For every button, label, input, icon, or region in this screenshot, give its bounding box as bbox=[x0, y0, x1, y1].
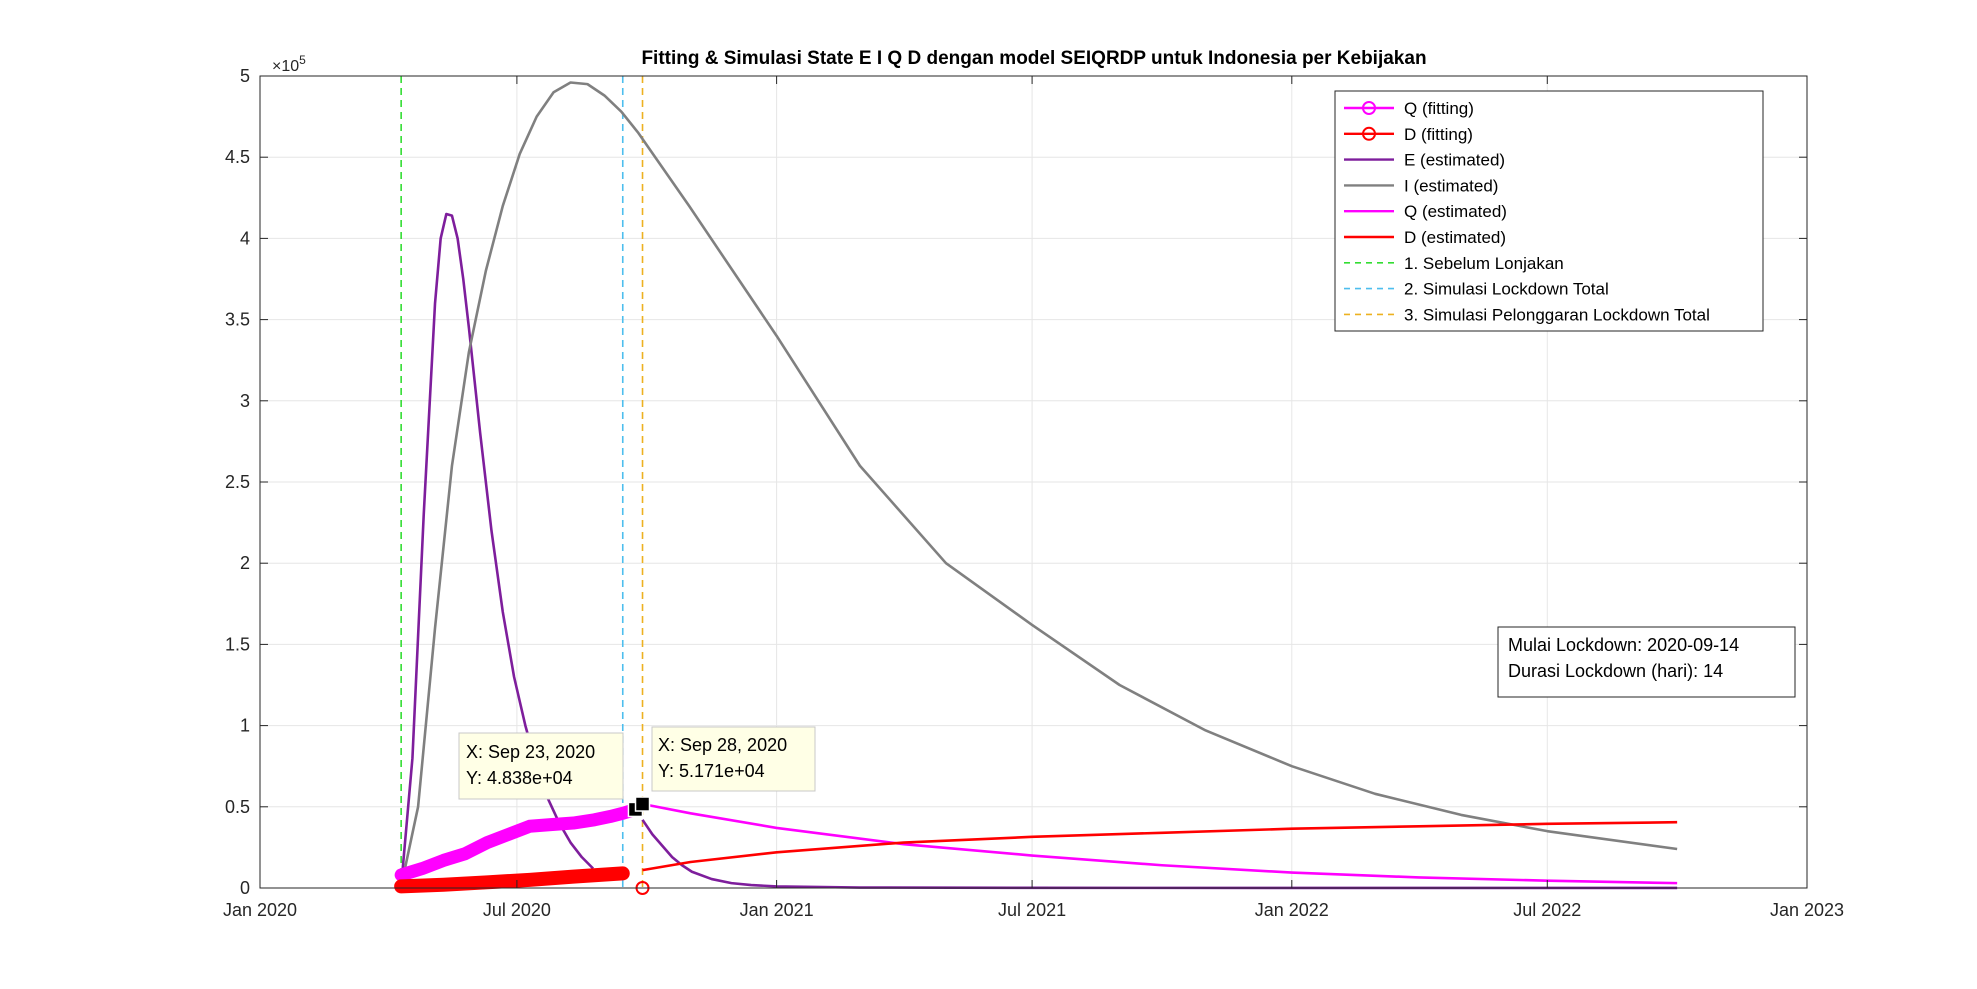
legend-label: 3. Simulasi Pelonggaran Lockdown Total bbox=[1404, 305, 1710, 324]
legend-label: Q (estimated) bbox=[1404, 202, 1507, 221]
legend-label: D (estimated) bbox=[1404, 228, 1506, 247]
y-exponent: ×105 bbox=[272, 53, 306, 75]
y-tick-label: 3 bbox=[240, 391, 250, 411]
legend-label: I (estimated) bbox=[1404, 176, 1498, 195]
x-tick-label: Jul 2022 bbox=[1513, 900, 1581, 920]
y-tick-label: 0 bbox=[240, 878, 250, 898]
x-tick-label: Jul 2020 bbox=[483, 900, 551, 920]
datatip-2-y: Y: 5.171e+04 bbox=[658, 761, 765, 781]
series-q-fitting bbox=[394, 802, 642, 882]
legend[interactable]: Q (fitting) D (fitting) E (estimated) I (es… bbox=[1334, 90, 1764, 332]
y-tick-label: 1.5 bbox=[225, 634, 250, 654]
y-tick-label: 2 bbox=[240, 553, 250, 573]
datatip-2[interactable]: X: Sep 28, 2020 Y: 5.171e+04 bbox=[651, 726, 816, 792]
datatip-1[interactable]: X: Sep 23, 2020 Y: 4.838e+04 bbox=[458, 732, 624, 800]
datatip-2-x: X: Sep 28, 2020 bbox=[658, 735, 787, 755]
y-tick-label: 3.5 bbox=[225, 310, 250, 330]
y-tick-label: 4 bbox=[240, 228, 250, 248]
legend-label: 2. Simulasi Lockdown Total bbox=[1404, 280, 1609, 299]
datatip-marker[interactable] bbox=[634, 796, 651, 812]
x-tick-label: Jan 2020 bbox=[223, 900, 297, 920]
y-tick-label: 5 bbox=[240, 66, 250, 86]
series-line bbox=[399, 81, 1678, 887]
y-exponent-power: 5 bbox=[299, 53, 306, 67]
legend-box bbox=[1334, 90, 1764, 332]
legend-marker bbox=[1362, 126, 1376, 141]
x-tick-label: Jan 2021 bbox=[740, 900, 814, 920]
info-lockdown-start: Mulai Lockdown: 2020-09-14 bbox=[1508, 635, 1739, 655]
y-axis: 0 0.5 1 1.5 2 2.5 3 3.5 4 4.5 5 bbox=[225, 66, 1807, 898]
chart-title: Fitting & Simulasi State E I Q D dengan … bbox=[641, 48, 1426, 69]
series-line bbox=[399, 212, 595, 887]
legend-items: Q (fitting) D (fitting) E (estimated) I (es… bbox=[1344, 99, 1710, 324]
info-box: Mulai Lockdown: 2020-09-14 Durasi Lockdo… bbox=[1497, 626, 1796, 698]
legend-label: 1. Sebelum Lonjakan bbox=[1404, 254, 1564, 273]
legend-label: D (fitting) bbox=[1404, 125, 1473, 144]
x-tick-label: Jan 2023 bbox=[1770, 900, 1844, 920]
series-layer bbox=[394, 81, 1678, 894]
y-tick-label: 1 bbox=[240, 716, 250, 736]
datatip-1-box bbox=[458, 732, 624, 800]
x-tick-label: Jul 2021 bbox=[998, 900, 1066, 920]
datatip-1-x: X: Sep 23, 2020 bbox=[466, 742, 595, 762]
datatip-1-y: Y: 4.838e+04 bbox=[466, 768, 573, 788]
y-tick-label: 0.5 bbox=[225, 797, 250, 817]
y-tick-label: 2.5 bbox=[225, 472, 250, 492]
info-box-frame bbox=[1497, 626, 1796, 698]
datatip-2-box bbox=[651, 726, 816, 792]
y-tick-label: 4.5 bbox=[225, 147, 250, 167]
x-tick-label: Jan 2022 bbox=[1255, 900, 1329, 920]
x-axis: Jan 2020 Jul 2020 Jan 2021 Jul 2021 Jan 2022… bbox=[223, 76, 1844, 920]
info-lockdown-duration: Durasi Lockdown (hari): 14 bbox=[1508, 661, 1723, 681]
legend-marker bbox=[1362, 101, 1376, 115]
legend-label: Q (fitting) bbox=[1404, 99, 1474, 118]
y-exponent-base: ×10 bbox=[272, 58, 299, 75]
series-d-fitting bbox=[394, 866, 630, 894]
series-line bbox=[642, 820, 1678, 872]
legend-label: E (estimated) bbox=[1404, 151, 1505, 170]
series-line bbox=[642, 802, 1678, 885]
